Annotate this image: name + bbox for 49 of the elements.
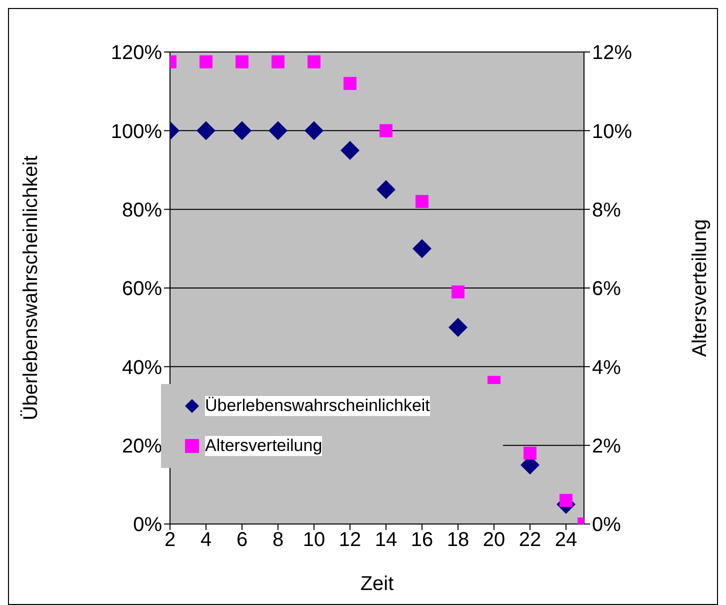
point <box>416 194 428 208</box>
point <box>232 121 252 140</box>
x-tick-label: 8 <box>272 529 284 552</box>
point <box>412 239 432 258</box>
x-tick-label: 24 <box>554 529 578 552</box>
x-tick-label: 12 <box>338 529 362 552</box>
y-tick-label: 40% <box>122 356 162 379</box>
point <box>452 285 464 298</box>
point <box>304 121 324 140</box>
point <box>268 121 288 140</box>
point <box>236 55 248 68</box>
point <box>340 140 360 160</box>
y-tick-label: 20% <box>122 435 162 458</box>
point <box>448 318 468 337</box>
x-tick-label: 18 <box>446 529 470 552</box>
y2-tick-label: 0% <box>592 514 622 536</box>
point <box>272 55 284 68</box>
y-tick-label: 60% <box>122 278 162 300</box>
y2-tick-label: 4% <box>592 356 622 379</box>
point <box>344 76 356 90</box>
y-tick-label: 100% <box>110 120 162 143</box>
point <box>200 55 212 68</box>
x-tick-label: 2 <box>164 529 176 552</box>
y2-axis-title: Altersverteilung <box>689 219 712 357</box>
x-tick-label: 14 <box>374 529 398 552</box>
legend-label: Altersverteilung <box>205 436 322 456</box>
point <box>376 180 396 200</box>
y-axis-title: Überlebenswahrscheinlichkeit <box>20 155 42 420</box>
y2-tick-label: 2% <box>592 435 622 458</box>
x-tick-label: 16 <box>410 529 434 552</box>
point <box>560 494 572 507</box>
point <box>380 124 392 138</box>
point <box>196 121 216 140</box>
y2-tick-label: 10% <box>592 120 632 143</box>
x-tick-label: 22 <box>518 529 542 552</box>
legend-label: Überlebenswahrscheinlichkeit <box>205 396 430 416</box>
y-tick-label: 120% <box>110 42 162 64</box>
x-tick-label: 6 <box>236 529 248 552</box>
point <box>308 55 320 68</box>
point <box>524 446 536 460</box>
x-tick-label: 4 <box>200 529 212 552</box>
y2-tick-label: 12% <box>592 42 632 64</box>
y2-tick-label: 8% <box>592 199 622 222</box>
x-axis-title: Zeit <box>360 573 394 595</box>
x-tick-label: 20 <box>482 529 506 552</box>
y-tick-label: 80% <box>122 199 162 222</box>
y-tick-label: 0% <box>133 514 162 536</box>
y2-tick-label: 6% <box>592 278 622 300</box>
x-tick-label: 10 <box>302 529 326 552</box>
